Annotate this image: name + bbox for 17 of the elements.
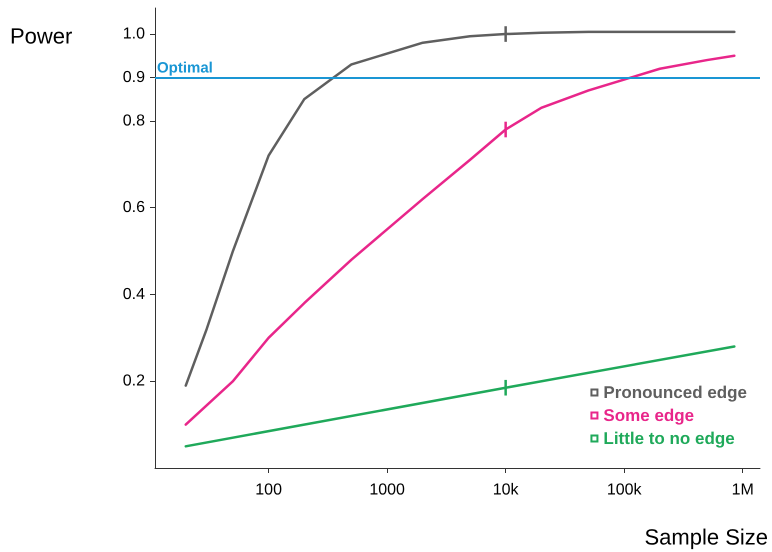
y-tick-label: 0.2 (122, 372, 146, 390)
y-tick-label: 1.0 (122, 26, 146, 43)
y-axis-title: Power (10, 24, 72, 48)
x-tick-label: 1000 (369, 482, 406, 498)
y-tick-label: 0.4 (122, 286, 146, 303)
x-tick-label: 10k (492, 482, 520, 498)
x-tick-label: 100 (255, 482, 282, 498)
x-axis-title: Sample Size (644, 524, 768, 550)
x-tick-label: 1M (732, 482, 754, 498)
legend-label: Little to no edge (603, 429, 735, 448)
y-tick-label: 0.9 (122, 68, 146, 86)
y-tick-label: 0.8 (122, 112, 146, 130)
ref-line-label: Optimal (157, 59, 213, 76)
x-tick-label: 100k (606, 482, 643, 498)
legend-label: Pronounced edge (603, 383, 748, 402)
y-tick-label: 0.6 (122, 199, 146, 216)
legend-label: Some edge (603, 406, 694, 425)
